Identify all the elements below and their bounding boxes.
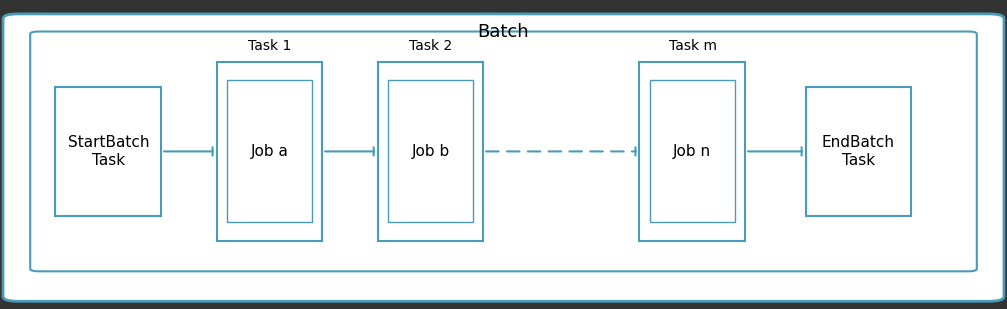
- FancyBboxPatch shape: [388, 80, 473, 222]
- FancyBboxPatch shape: [227, 80, 312, 222]
- Text: Batch: Batch: [477, 23, 530, 41]
- Text: EndBatch
Task: EndBatch Task: [822, 135, 895, 167]
- Text: Job b: Job b: [412, 144, 449, 159]
- Text: Job a: Job a: [251, 144, 288, 159]
- FancyBboxPatch shape: [806, 87, 911, 216]
- Text: StartBatch
Task: StartBatch Task: [67, 135, 149, 167]
- FancyBboxPatch shape: [650, 80, 735, 222]
- FancyBboxPatch shape: [55, 87, 161, 216]
- FancyBboxPatch shape: [217, 62, 322, 241]
- FancyBboxPatch shape: [3, 14, 1004, 301]
- FancyBboxPatch shape: [30, 32, 977, 271]
- Text: Task m: Task m: [669, 39, 717, 53]
- Text: Task 2: Task 2: [410, 39, 452, 53]
- FancyBboxPatch shape: [378, 62, 483, 241]
- FancyBboxPatch shape: [639, 62, 745, 241]
- Text: Job n: Job n: [674, 144, 711, 159]
- Text: Task 1: Task 1: [248, 39, 292, 53]
